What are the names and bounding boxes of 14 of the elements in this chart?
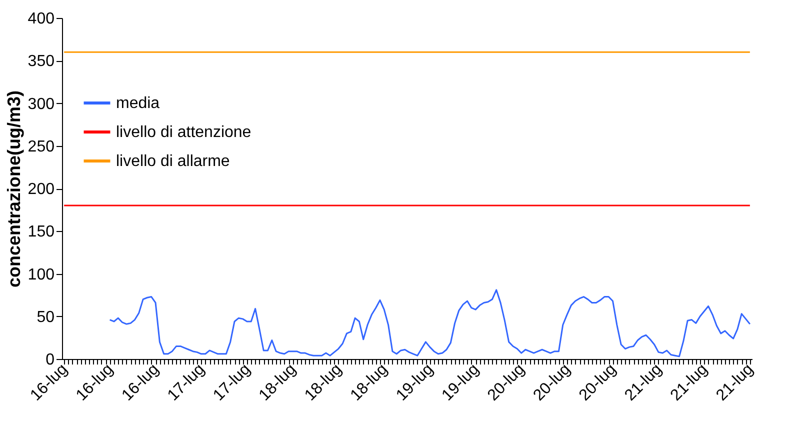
y-tick-label: 300 bbox=[28, 96, 55, 113]
y-axis-title: concentrazione(ug/m3) bbox=[4, 90, 24, 288]
y-tick-label: 0 bbox=[46, 352, 55, 368]
y-tick-label: 200 bbox=[28, 181, 55, 198]
y-tick-label: 150 bbox=[28, 224, 55, 241]
legend-label: livello di allarme bbox=[116, 153, 230, 170]
line-series bbox=[109, 289, 751, 358]
y-tick-label: 50 bbox=[36, 308, 55, 326]
legend-label: livello di attenzione bbox=[116, 124, 252, 141]
y-tick-label: 350 bbox=[28, 53, 55, 70]
y-tick-label: 400 bbox=[28, 10, 55, 28]
legend-label: media bbox=[116, 95, 160, 112]
y-tick-label: 250 bbox=[28, 138, 55, 156]
y-tick-label: 100 bbox=[28, 266, 55, 284]
